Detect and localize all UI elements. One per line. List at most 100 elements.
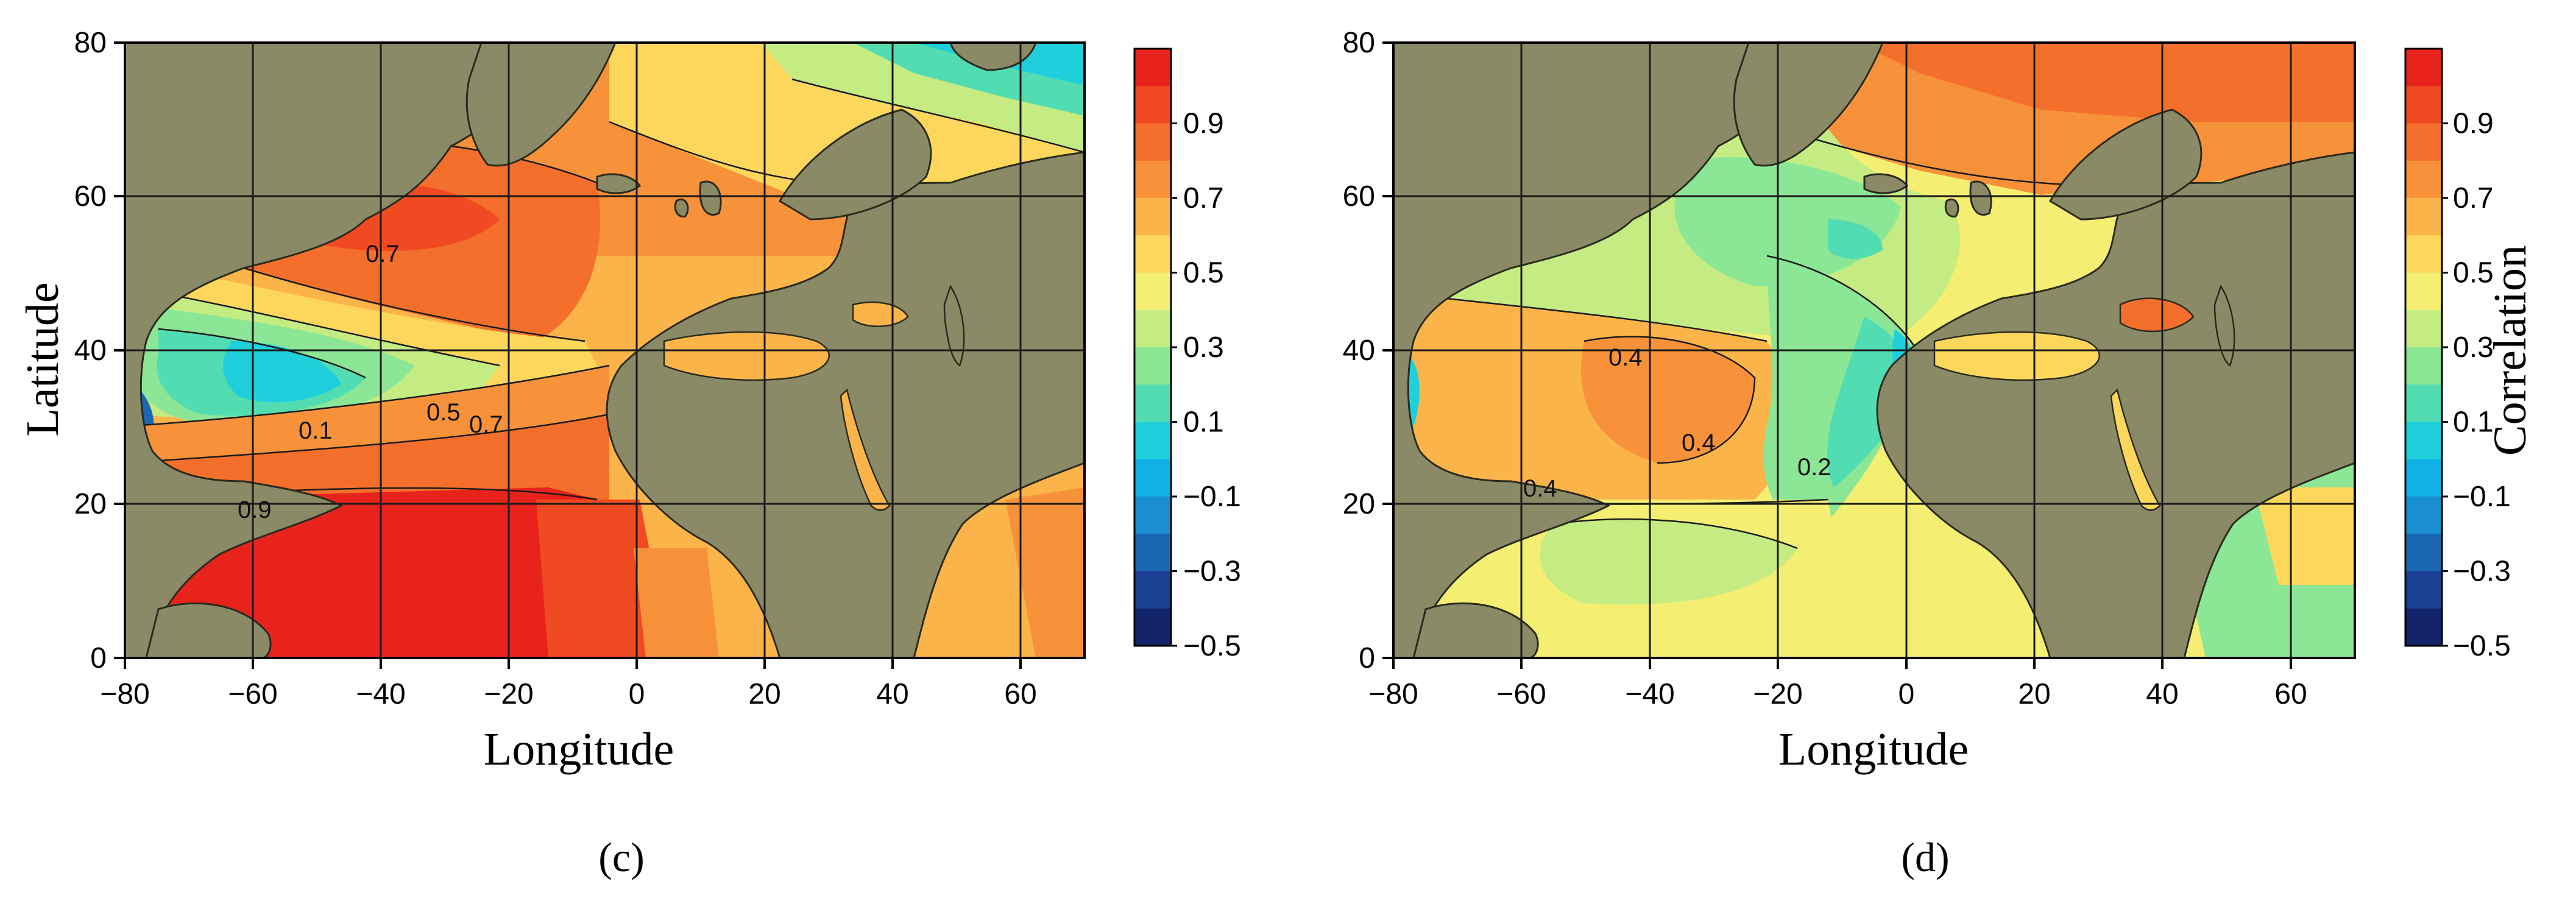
y-tick-label: 20 [1343, 488, 1375, 520]
colorbar-swatch [1134, 49, 1171, 87]
colorbar-swatch [2405, 571, 2442, 609]
colorbar-swatch [1134, 608, 1171, 646]
colorbar-swatch [2405, 608, 2442, 646]
colorbar-tick-label: 0.9 [1183, 108, 1224, 140]
colorbar-tick-label: 0.3 [2453, 331, 2494, 364]
y-tick-label: 60 [1343, 180, 1375, 213]
colorbar-swatch [1134, 235, 1171, 273]
contour-label: 0.7 [469, 411, 503, 438]
y-axis-c: 0 20 40 60 80 [74, 27, 125, 674]
colorbar-swatch [1134, 459, 1171, 497]
contour-label: 0.9 [238, 497, 272, 523]
colorbar-tick-label: 0.9 [2453, 108, 2494, 140]
colorbar-swatch [1134, 86, 1171, 124]
colorbar-swatch [2405, 235, 2442, 273]
contour-label: 0.5 [426, 399, 461, 426]
map-panel-d: 0.4 0.4 0.2 0.4 −80 −60 −40 −20 0 20 4 [1343, 27, 2536, 880]
colorbar-tick-label: 0.5 [2453, 257, 2494, 289]
colorbar-swatch [2405, 384, 2442, 422]
x-tick-label: −80 [100, 678, 149, 710]
x-tick-label: −20 [1753, 678, 1802, 710]
colorbar-swatch [1134, 534, 1171, 571]
colorbar-d: 0.9 0.7 0.5 0.3 0.1 −0.1 −0.3 −0.5 [2404, 48, 2511, 662]
colorbar-swatch [2405, 422, 2442, 460]
colorbar-swatch [1134, 272, 1171, 311]
colorbar-swatch [2405, 198, 2442, 236]
colorbar-swatch [1134, 422, 1171, 460]
colorbar-swatch [1134, 160, 1171, 199]
x-tick-label: −60 [1496, 678, 1546, 710]
sst-correlation-field-c: 0.7 0.5 0.7 0.1 0.9 [125, 43, 1085, 658]
x-tick-label: −40 [1625, 678, 1674, 710]
y-tick-label: 0 [1359, 642, 1375, 674]
colorbar-tick-label: −0.3 [1183, 556, 1241, 588]
colorbar-tick-label: 0.5 [1183, 257, 1224, 289]
x-tick-label: 40 [876, 678, 908, 710]
colorbar-swatch [2405, 534, 2442, 571]
colorbar-swatch [2405, 49, 2442, 87]
colorbar-tick-label: 0.3 [1183, 331, 1224, 364]
x-tick-label: 40 [2146, 678, 2178, 710]
x-tick-label: 0 [629, 678, 645, 710]
contour-label: 0.2 [1797, 454, 1831, 481]
colorbar-swatch [1134, 347, 1171, 385]
colorbar-swatch [2405, 459, 2442, 497]
y-tick-label: 80 [74, 27, 107, 59]
colorbar-swatch [2405, 272, 2442, 311]
y-tick-label: 80 [1343, 27, 1375, 59]
colorbar-swatch [2405, 347, 2442, 385]
colorbar-swatch [1134, 571, 1171, 609]
sst-correlation-field-d: 0.4 0.4 0.2 0.4 [1393, 43, 2355, 658]
y-tick-label: 20 [74, 488, 107, 520]
x-tick-label: −40 [356, 678, 405, 710]
colorbar-tick-label: −0.5 [2453, 630, 2511, 662]
colorbar-swatch [1134, 123, 1171, 161]
x-axis-d: −80 −60 −40 −20 0 20 40 60 [1368, 658, 2307, 710]
panel-label-d: (d) [1901, 834, 1949, 880]
contour-label: 0.4 [1523, 475, 1557, 502]
colorbar-swatch [2405, 86, 2442, 124]
x-axis-c: −80 −60 −40 −20 0 20 40 60 [100, 658, 1037, 710]
colorbar-tick-label: 0.1 [1183, 406, 1224, 439]
colorbar-title: Correlation [2485, 245, 2536, 456]
contour-label: 0.7 [366, 241, 400, 267]
map-panel-c: 0.7 0.5 0.7 0.1 0.9 −80 −60 −40 −20 0 [17, 27, 1241, 880]
contour-label: 0.1 [299, 417, 333, 444]
colorbar-swatch [1134, 384, 1171, 422]
colorbar-swatch [2405, 160, 2442, 199]
y-tick-label: 0 [90, 642, 107, 674]
colorbar-swatch [1134, 497, 1171, 534]
contour-label: 0.4 [1682, 430, 1716, 456]
x-tick-label: 60 [2274, 678, 2307, 710]
x-tick-label: −60 [228, 678, 277, 710]
y-tick-label: 40 [1343, 334, 1375, 367]
colorbar-swatch [2405, 123, 2442, 161]
colorbar-tick-label: 0.7 [1183, 182, 1224, 214]
contour-label: 0.4 [1608, 344, 1643, 371]
colorbar-swatch [1134, 198, 1171, 236]
colorbar-tick-label: −0.3 [2453, 556, 2511, 588]
colorbar-tick-label: −0.1 [2453, 481, 2511, 513]
colorbar-swatch [1134, 309, 1171, 348]
panel-label-c: (c) [598, 834, 644, 880]
x-axis-title-d: Longitude [1778, 724, 1969, 775]
y-axis-d: 0 20 40 60 80 [1343, 27, 1393, 674]
x-tick-label: 20 [2018, 678, 2050, 710]
x-axis-title-c: Longitude [484, 724, 674, 775]
x-tick-label: 20 [748, 678, 780, 710]
colorbar-tick-label: −0.1 [1183, 481, 1241, 513]
colorbar-c: 0.9 0.7 0.5 0.3 0.1 −0.1 −0.3 −0.5 [1133, 48, 1241, 662]
y-tick-label: 60 [74, 180, 107, 213]
y-axis-title-c: Latitude [17, 282, 68, 436]
colorbar-tick-label: 0.1 [2453, 406, 2494, 439]
x-tick-label: −80 [1368, 678, 1418, 710]
colorbar-swatch [2405, 309, 2442, 348]
x-tick-label: −20 [484, 678, 533, 710]
colorbar-tick-label: 0.7 [2453, 182, 2494, 214]
colorbar-swatch [2405, 497, 2442, 534]
x-tick-label: 0 [1898, 678, 1915, 710]
y-tick-label: 40 [74, 334, 107, 367]
colorbar-tick-label: −0.5 [1183, 630, 1241, 662]
x-tick-label: 60 [1004, 678, 1036, 710]
